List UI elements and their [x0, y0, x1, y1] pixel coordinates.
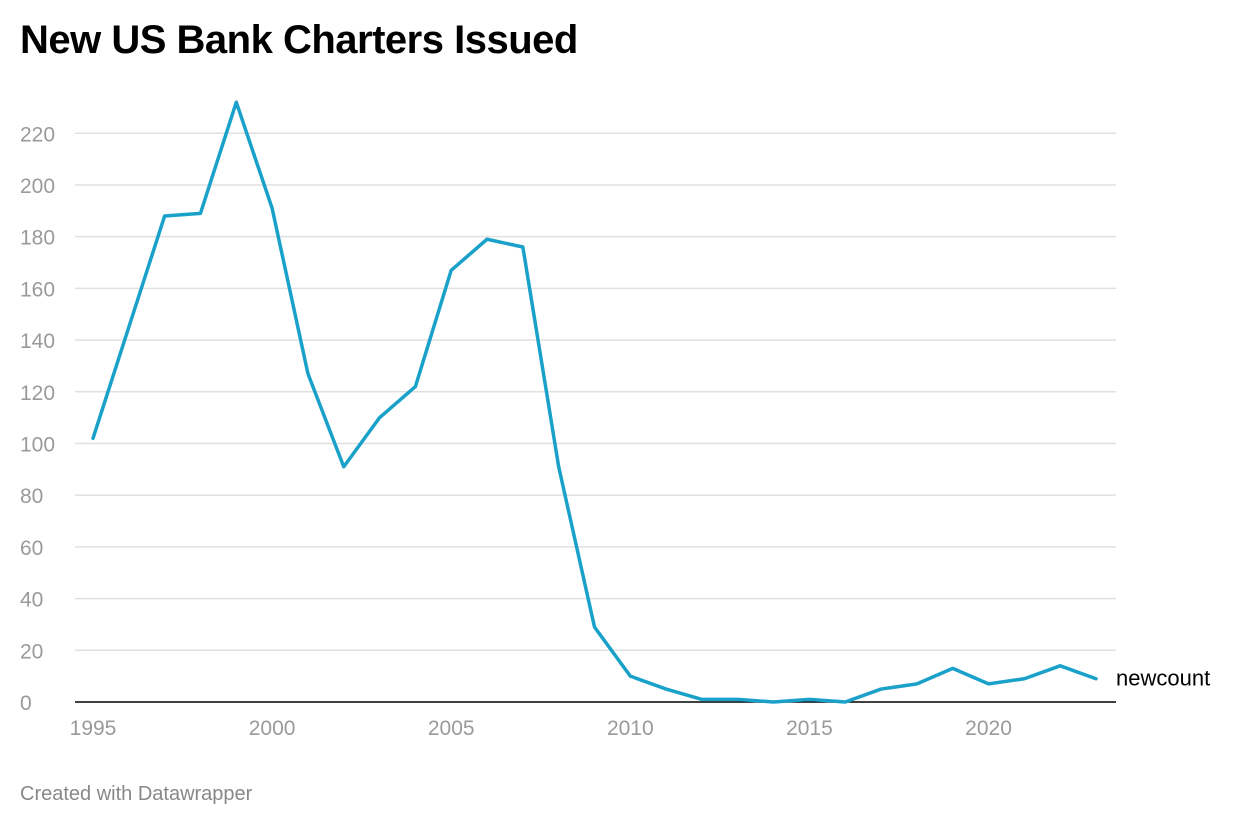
series-lines: [91, 100, 1098, 704]
credit-text: Created with Datawrapper: [20, 783, 253, 805]
y-tick-label: 180: [20, 227, 55, 250]
y-tick-label: 0: [20, 692, 32, 715]
x-tick-label: 1995: [70, 717, 117, 740]
y-axis-tick-labels: 0 20 40 60 80 100 120 140 160 180 200 220: [20, 123, 55, 715]
y-tick-label: 40: [20, 589, 43, 612]
y-tick-label: 80: [20, 485, 43, 508]
x-tick-label: 2005: [428, 717, 475, 740]
chart-title: New US Bank Charters Issued: [20, 18, 578, 62]
y-tick-label: 100: [20, 433, 55, 456]
x-axis-tick-labels: 1995 2000 2005 2010 2015 2020: [70, 717, 1012, 740]
series-label: newcount: [1116, 666, 1210, 691]
y-tick-label: 220: [20, 123, 55, 146]
y-tick-label: 20: [20, 640, 43, 663]
series-labels: newcount: [1116, 666, 1210, 691]
x-tick-label: 2020: [965, 717, 1012, 740]
y-tick-label: 140: [20, 330, 55, 353]
x-tick-label: 2015: [786, 717, 833, 740]
y-tick-label: 60: [20, 537, 43, 560]
series-line-newcount: [91, 100, 1098, 704]
y-tick-label: 160: [20, 278, 55, 301]
y-tick-label: 120: [20, 382, 55, 405]
x-tick-label: 2000: [249, 717, 296, 740]
y-tick-label: 200: [20, 175, 55, 198]
gridlines: [75, 132, 1116, 652]
x-tick-label: 2010: [607, 717, 654, 740]
